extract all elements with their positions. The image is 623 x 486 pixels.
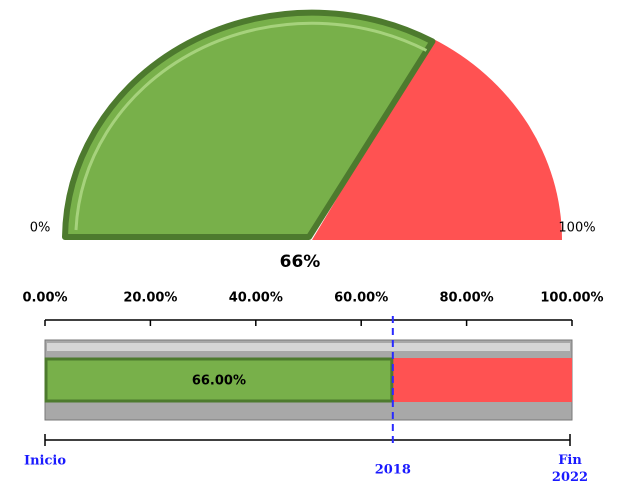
gauge-max-label: 100% (558, 221, 595, 236)
x-tick-label: 0.00% (22, 291, 67, 306)
timeline-end-label: Fin 2022 (551, 453, 589, 485)
gauge-highlight (74, 21, 428, 231)
gauge-value-label: 66% (280, 252, 321, 272)
bar-track-shine (47, 343, 570, 351)
x-tick-label: 60.00% (334, 291, 388, 306)
bar-fill (44, 357, 394, 403)
x-tick-label: 100.00% (540, 291, 603, 306)
bar-rest (392, 358, 572, 402)
timeline-start-label: Inicio (24, 454, 66, 469)
x-tick-label: 20.00% (123, 291, 177, 306)
marker-label: 2018 (375, 463, 411, 478)
x-tick-label: 80.00% (440, 291, 494, 306)
bar-value-label: 66.00% (192, 374, 246, 389)
gauge-fill (62, 9, 436, 240)
gauge-rest (312, 38, 562, 240)
gauge-min-label: 0% (30, 221, 51, 236)
x-tick-label: 40.00% (229, 291, 283, 306)
